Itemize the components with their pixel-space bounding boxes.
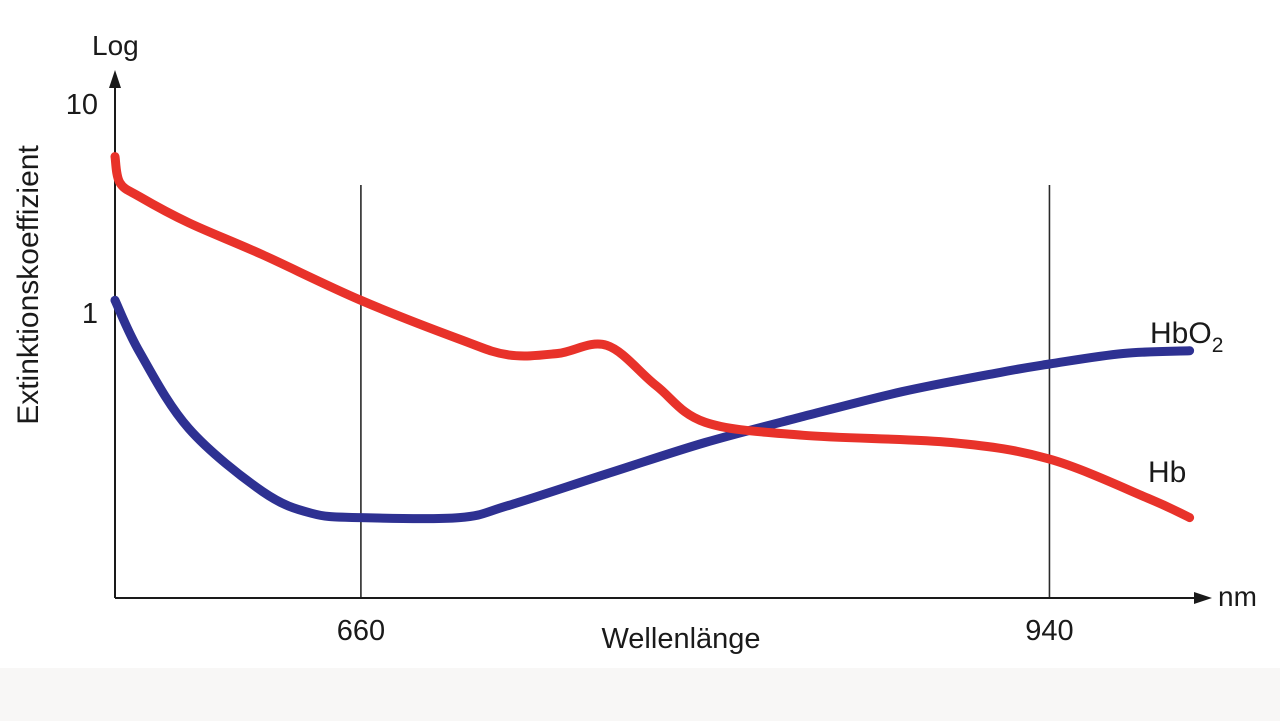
series-line-hbo <box>110 295 1195 524</box>
y-tick-label-1: 1 <box>82 298 98 330</box>
x-axis-arrow <box>1194 592 1212 604</box>
series-line-hb <box>110 152 1195 523</box>
series-label-hbo2-base: HbO <box>1150 317 1212 350</box>
y-axis-top-label: Log <box>92 30 139 61</box>
series-label-hbo2: HbO2 <box>1150 317 1223 357</box>
x-tick-labels: 660 940 <box>337 615 1074 647</box>
x-tick-label-940: 940 <box>1025 615 1073 647</box>
footer-band <box>0 668 1280 721</box>
y-axis-arrow <box>109 70 121 88</box>
x-tick-label-660: 660 <box>337 615 385 647</box>
series-label-hb: Hb <box>1148 456 1186 489</box>
y-tick-labels: 10 1 <box>66 89 98 330</box>
x-axis-unit: nm <box>1218 581 1257 612</box>
y-tick-label-10: 10 <box>66 89 98 121</box>
series-label-hbo2-sub: 2 <box>1212 334 1224 357</box>
series-layer <box>110 152 1195 524</box>
y-axis-label: Extinktionskoeffizient <box>12 145 45 425</box>
reference-lines <box>360 185 1051 598</box>
x-axis-label: Wellenlänge <box>601 623 760 655</box>
